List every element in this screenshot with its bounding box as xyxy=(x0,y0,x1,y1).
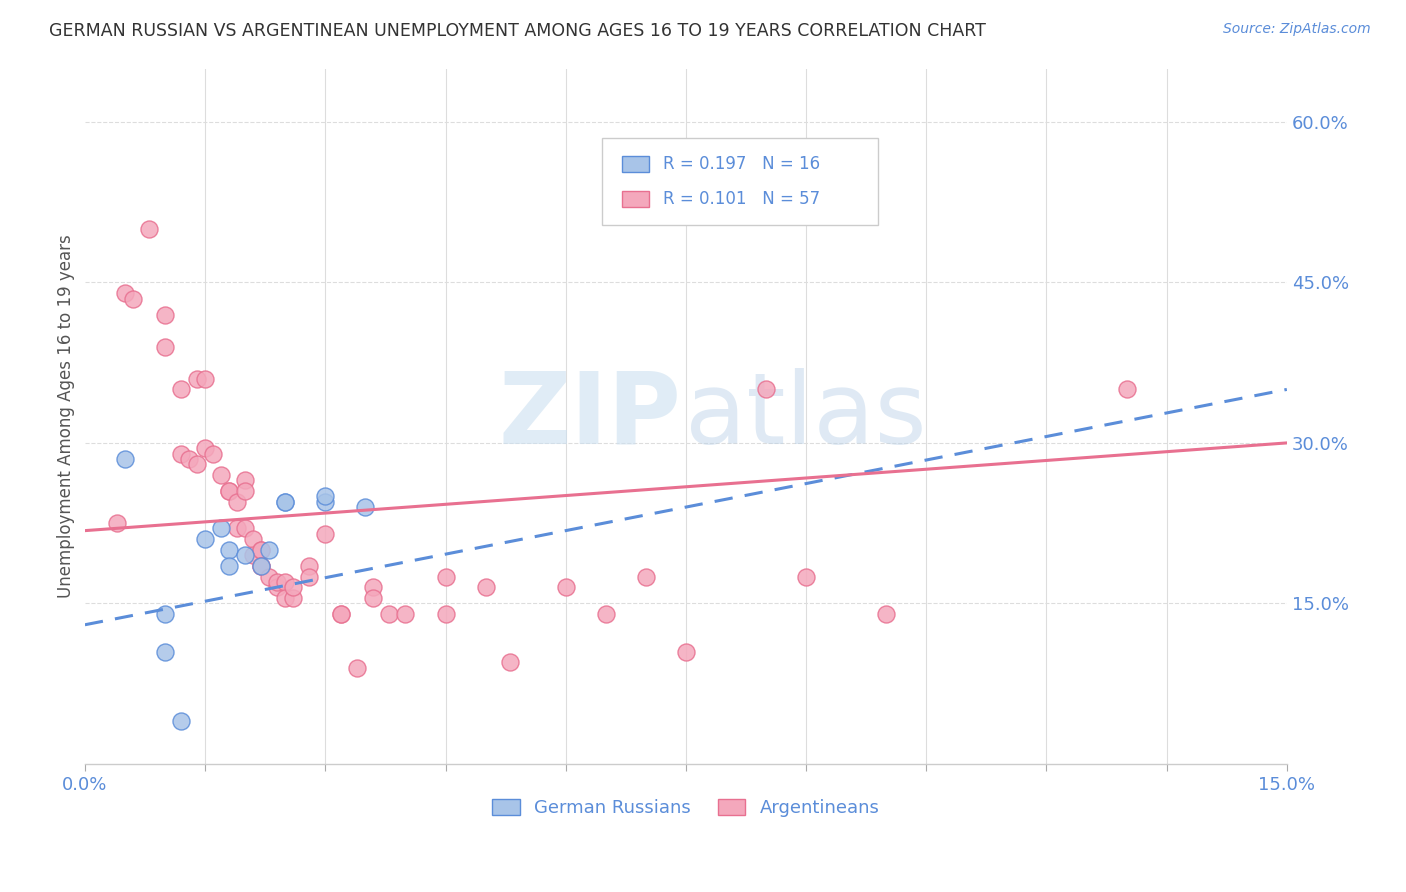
Point xyxy=(314,526,336,541)
Point xyxy=(363,591,385,605)
Point xyxy=(153,644,176,658)
FancyBboxPatch shape xyxy=(602,138,879,225)
Point xyxy=(794,569,817,583)
Point xyxy=(209,468,232,483)
Text: atlas: atlas xyxy=(685,368,927,465)
Point xyxy=(194,532,217,546)
Point xyxy=(330,607,353,621)
Point xyxy=(274,591,297,605)
Point xyxy=(226,521,249,535)
Point xyxy=(194,372,217,386)
Point xyxy=(755,383,778,397)
Point xyxy=(283,580,305,594)
Point xyxy=(1115,383,1137,397)
Point xyxy=(363,580,385,594)
Text: Source: ZipAtlas.com: Source: ZipAtlas.com xyxy=(1223,22,1371,37)
Point xyxy=(233,548,256,562)
Point xyxy=(675,644,697,658)
Point xyxy=(266,574,288,589)
Point xyxy=(186,372,208,386)
Point xyxy=(274,574,297,589)
Point xyxy=(314,494,336,508)
Y-axis label: Unemployment Among Ages 16 to 19 years: Unemployment Among Ages 16 to 19 years xyxy=(58,235,75,598)
Point xyxy=(354,500,377,514)
Point xyxy=(233,474,256,488)
Point xyxy=(394,607,416,621)
Point xyxy=(170,714,193,728)
Point xyxy=(218,542,240,557)
Point xyxy=(153,308,176,322)
Point xyxy=(250,558,273,573)
Point xyxy=(218,484,240,499)
Point xyxy=(114,452,136,467)
Point xyxy=(250,542,273,557)
Text: GERMAN RUSSIAN VS ARGENTINEAN UNEMPLOYMENT AMONG AGES 16 TO 19 YEARS CORRELATION: GERMAN RUSSIAN VS ARGENTINEAN UNEMPLOYME… xyxy=(49,22,986,40)
Point xyxy=(170,447,193,461)
Point xyxy=(250,542,273,557)
Point xyxy=(138,222,160,236)
Point xyxy=(153,607,176,621)
Point xyxy=(474,580,496,594)
Point xyxy=(218,558,240,573)
Point xyxy=(250,558,273,573)
Point xyxy=(233,521,256,535)
Point xyxy=(314,490,336,504)
Point xyxy=(114,286,136,301)
Point xyxy=(346,660,368,674)
Point xyxy=(298,558,321,573)
Point xyxy=(378,607,401,621)
Point xyxy=(634,569,657,583)
Point xyxy=(226,494,249,508)
Point xyxy=(153,340,176,354)
Point xyxy=(257,569,280,583)
Legend: German Russians, Argentineans: German Russians, Argentineans xyxy=(485,791,887,824)
Point xyxy=(875,607,897,621)
Point xyxy=(202,447,225,461)
Point xyxy=(250,558,273,573)
Point xyxy=(274,494,297,508)
Point xyxy=(242,548,264,562)
Point xyxy=(330,607,353,621)
Point xyxy=(122,292,145,306)
Point xyxy=(283,591,305,605)
Point xyxy=(242,532,264,546)
Point xyxy=(209,521,232,535)
Point xyxy=(170,383,193,397)
Point xyxy=(298,569,321,583)
Point xyxy=(233,484,256,499)
Point xyxy=(177,452,200,467)
Point xyxy=(434,569,457,583)
Text: ZIP: ZIP xyxy=(498,368,681,465)
Point xyxy=(218,484,240,499)
Point xyxy=(194,442,217,456)
Point xyxy=(595,607,617,621)
Bar xyxy=(623,156,648,171)
Point xyxy=(554,580,576,594)
Point xyxy=(434,607,457,621)
Point xyxy=(266,580,288,594)
Point xyxy=(274,494,297,508)
Point xyxy=(186,458,208,472)
Point xyxy=(257,542,280,557)
Text: R = 0.197   N = 16: R = 0.197 N = 16 xyxy=(664,155,820,173)
Point xyxy=(498,655,520,669)
Text: R = 0.101   N = 57: R = 0.101 N = 57 xyxy=(664,190,820,208)
Bar xyxy=(623,192,648,207)
Point xyxy=(105,516,128,530)
